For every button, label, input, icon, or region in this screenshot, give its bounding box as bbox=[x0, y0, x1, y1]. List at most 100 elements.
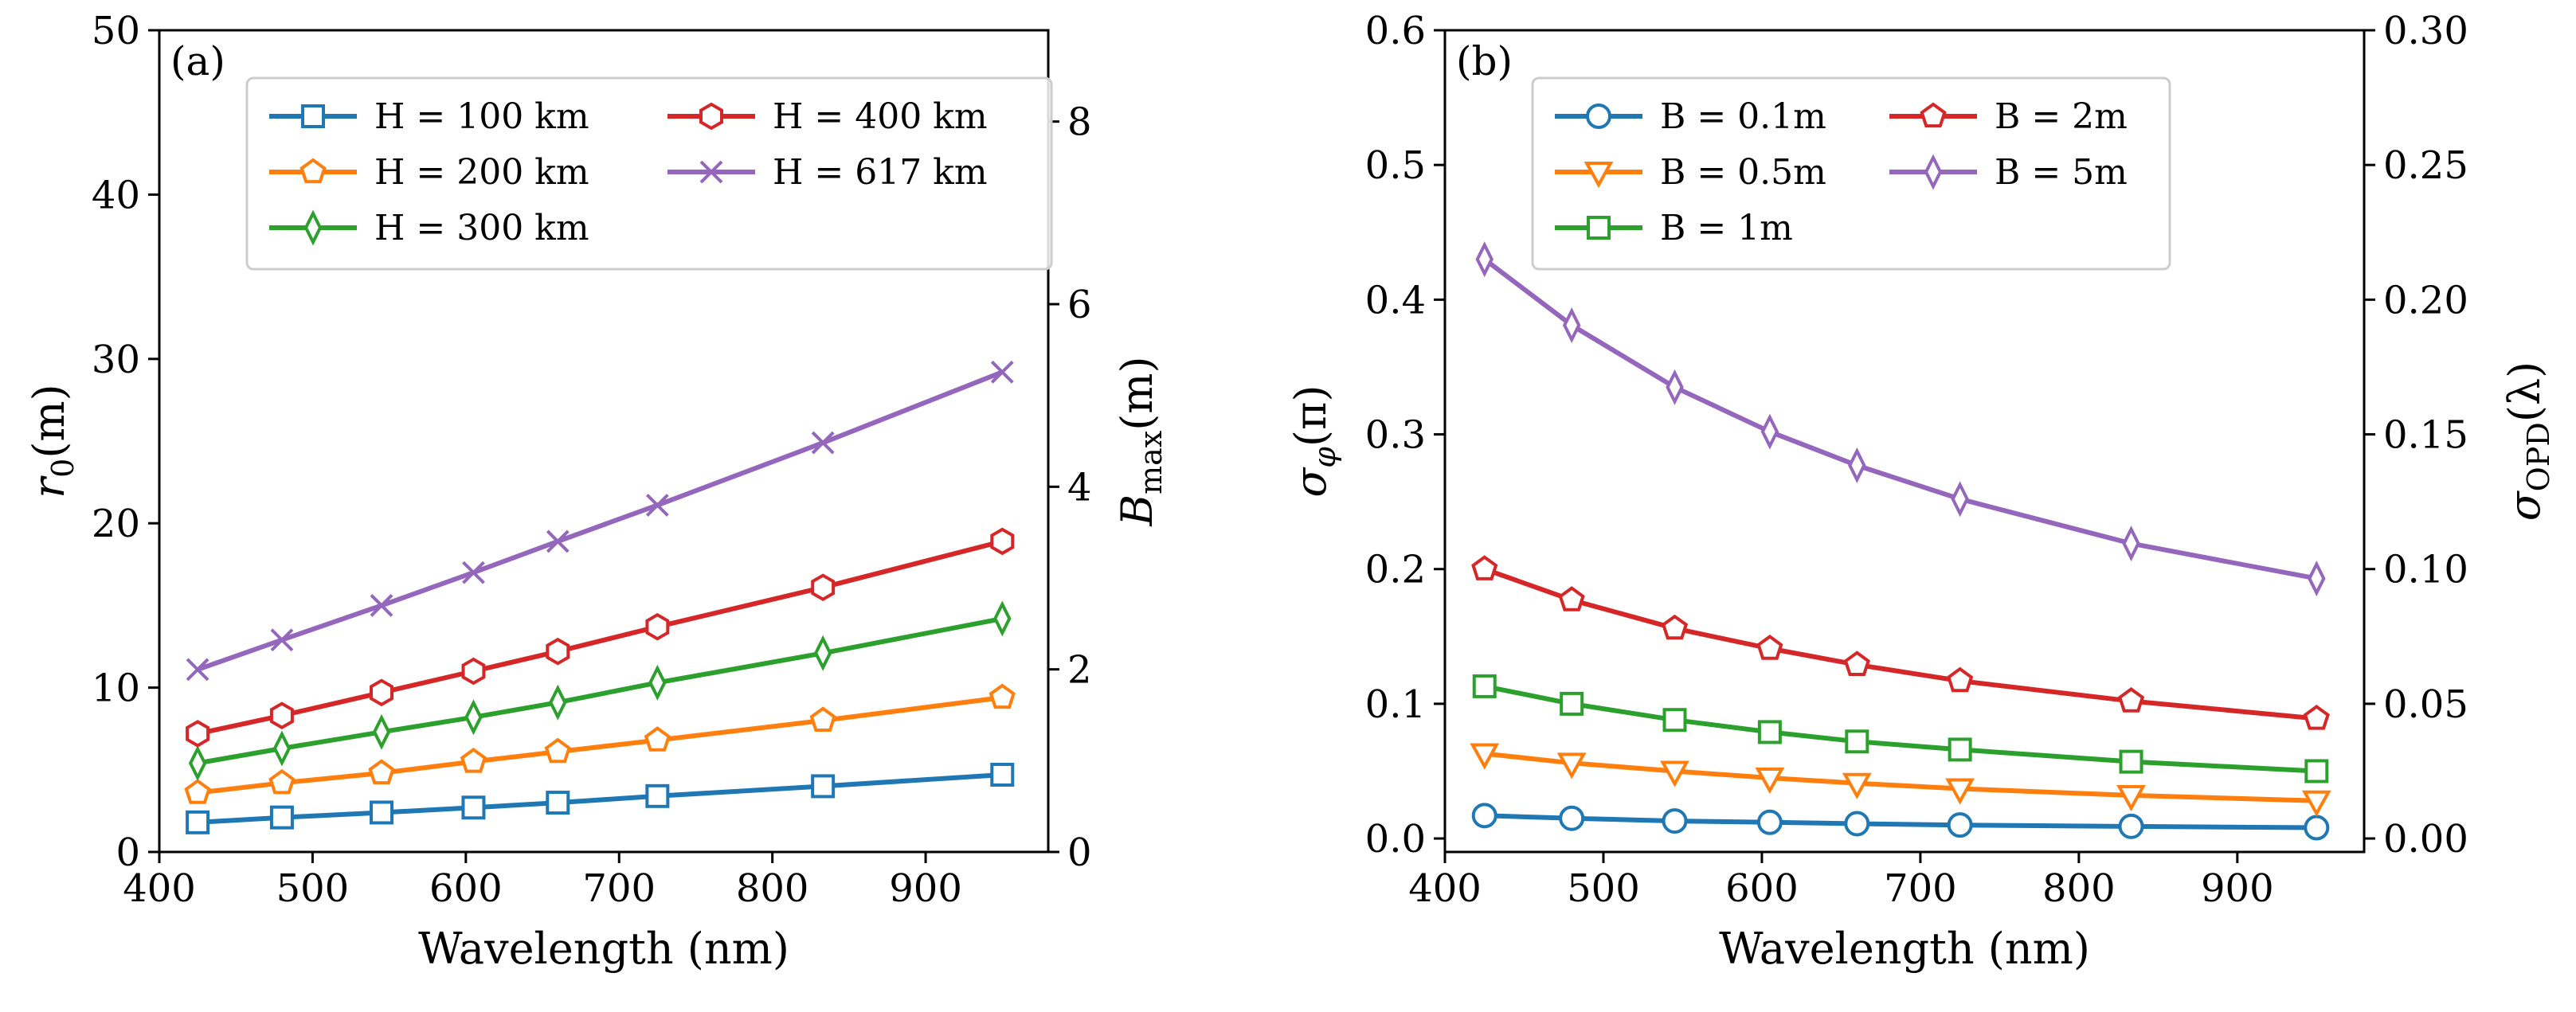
data-point bbox=[811, 431, 835, 455]
data-point bbox=[270, 628, 294, 652]
series-line bbox=[197, 615, 1003, 766]
x-tick-label: 800 bbox=[736, 866, 809, 911]
data-point bbox=[809, 706, 836, 732]
data-point bbox=[461, 795, 486, 820]
data-point bbox=[1471, 803, 1497, 829]
x-tick-label: 700 bbox=[1884, 866, 1957, 911]
data-point bbox=[1660, 760, 1689, 787]
data-point bbox=[186, 810, 210, 834]
y2-axis-label: Bmax(m) bbox=[1112, 356, 1169, 526]
data-point bbox=[546, 791, 570, 815]
plot-frame bbox=[158, 29, 1050, 854]
y-tick-label: 0.3 bbox=[1365, 413, 1426, 458]
y-tick-label: 30 bbox=[92, 338, 140, 382]
data-point bbox=[2308, 561, 2326, 597]
legend-box bbox=[1531, 76, 2171, 271]
data-point bbox=[1562, 307, 1581, 343]
data-point bbox=[1470, 743, 1500, 770]
data-point bbox=[1475, 241, 1494, 278]
legend-marker bbox=[299, 158, 327, 184]
legend: B = 0.1m B = 0.5m B = 1m B = 2m B = 5m bbox=[1531, 76, 2171, 271]
plot-frame bbox=[1443, 29, 2366, 854]
data-point bbox=[1558, 586, 1585, 611]
y2-tick-label: 4 bbox=[1067, 465, 1092, 510]
data-point bbox=[2122, 526, 2140, 562]
series-line bbox=[197, 772, 1003, 825]
data-point bbox=[272, 730, 292, 767]
y2-tick-label: 2 bbox=[1067, 648, 1092, 693]
legend-label: B = 0.1m bbox=[1660, 96, 1826, 137]
y2-tick-label: 0.15 bbox=[2383, 413, 2468, 458]
x-tick-label: 800 bbox=[2042, 866, 2116, 911]
data-point bbox=[1947, 666, 1974, 693]
data-point bbox=[462, 561, 485, 584]
x-tick-label: 700 bbox=[582, 866, 656, 911]
data-point bbox=[1556, 752, 1587, 780]
data-point bbox=[1661, 614, 1689, 640]
y2-tick-label: 0.05 bbox=[2383, 682, 2468, 727]
legend-marker bbox=[1920, 102, 1947, 128]
data-point bbox=[2304, 815, 2330, 841]
data-point bbox=[993, 600, 1012, 637]
data-point bbox=[2117, 687, 2145, 713]
legend-marker bbox=[1586, 104, 1611, 129]
data-point bbox=[268, 768, 296, 795]
data-point bbox=[1945, 778, 1975, 805]
data-point bbox=[184, 779, 211, 804]
y2-tick-label: 0.30 bbox=[2383, 9, 2468, 53]
series-line bbox=[197, 695, 1003, 795]
data-point bbox=[811, 774, 836, 799]
series-h-100-km bbox=[186, 762, 1015, 834]
series-line bbox=[1482, 257, 2317, 581]
series-line bbox=[1483, 566, 2317, 721]
panel-b: 400 500 600 700 800 900 0.0 0.1 0.2 0.3 0.4 0.5 0.6 0… bbox=[1286, 9, 2556, 974]
legend-entry: H = 300 km bbox=[269, 208, 589, 248]
data-point bbox=[1472, 674, 1497, 698]
data-point bbox=[990, 527, 1015, 556]
series-h-200-km bbox=[184, 683, 1016, 804]
series-line bbox=[197, 369, 1004, 672]
y2-tick-label: 8 bbox=[1067, 100, 1092, 145]
y2-tick-label: 0.00 bbox=[2383, 817, 2468, 862]
legend-entry: H = 400 km bbox=[667, 96, 988, 137]
y-tick-label: 0.5 bbox=[1365, 143, 1426, 188]
series-b-2m bbox=[1471, 555, 2330, 730]
data-point bbox=[648, 664, 667, 701]
data-point bbox=[1948, 737, 1972, 762]
y-tick-label: 40 bbox=[92, 173, 140, 217]
y2-tick-label: 6 bbox=[1067, 283, 1092, 327]
legend-label: B = 1m bbox=[1660, 208, 1793, 248]
legend-label: H = 300 km bbox=[374, 208, 589, 248]
legend-label: B = 5m bbox=[1995, 152, 2128, 193]
series-line bbox=[197, 538, 1004, 737]
data-point bbox=[990, 360, 1014, 384]
y-tick-label: 0 bbox=[115, 830, 140, 875]
y-tick-label: 0.0 bbox=[1365, 817, 1426, 862]
data-point bbox=[1843, 651, 1870, 676]
y-tick-label: 20 bbox=[92, 502, 140, 546]
data-point bbox=[1756, 635, 1783, 660]
series-b-1m bbox=[1472, 674, 2329, 783]
data-point bbox=[1947, 812, 1973, 838]
x-tick-label: 900 bbox=[2201, 866, 2274, 911]
data-point bbox=[186, 720, 210, 748]
series-h-400-km bbox=[186, 527, 1015, 748]
x-tick-label: 600 bbox=[429, 866, 503, 911]
data-point bbox=[645, 783, 670, 808]
x-tick-label: 500 bbox=[276, 866, 350, 911]
series-b-0.1m bbox=[1471, 803, 2330, 841]
data-point bbox=[188, 745, 207, 782]
data-point bbox=[2118, 813, 2144, 839]
data-point bbox=[1951, 481, 1969, 518]
data-point bbox=[544, 737, 571, 764]
data-point bbox=[645, 612, 670, 641]
legend-label: H = 200 km bbox=[374, 152, 589, 193]
data-point bbox=[645, 494, 669, 517]
data-point bbox=[370, 593, 393, 617]
series-b-5m bbox=[1475, 241, 2326, 597]
legend-entry: B = 1m bbox=[1555, 208, 1793, 248]
data-point bbox=[989, 683, 1016, 709]
legend-marker bbox=[303, 209, 323, 246]
y-tick-label: 0.6 bbox=[1365, 9, 1426, 53]
legend-marker bbox=[699, 102, 723, 131]
